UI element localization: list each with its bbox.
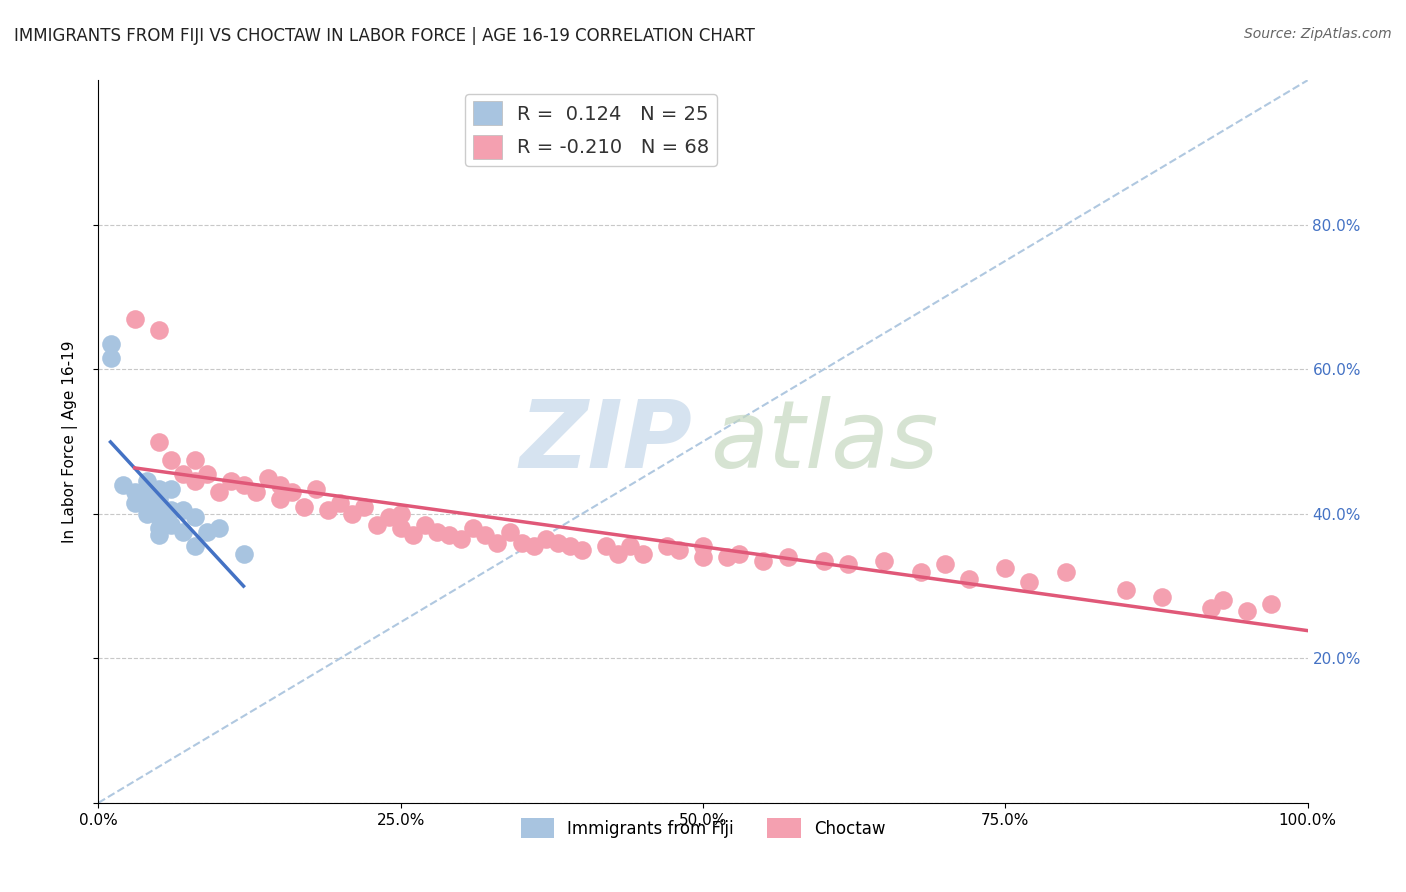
Point — [135, 507, 157, 521]
Point — [208, 521, 231, 535]
Point — [148, 482, 170, 496]
Point — [498, 524, 520, 539]
Point — [486, 535, 509, 549]
Point — [160, 517, 183, 532]
Point — [232, 547, 254, 561]
Point — [776, 550, 799, 565]
Point — [813, 554, 835, 568]
Point — [1018, 575, 1040, 590]
Point — [172, 524, 194, 539]
Point — [655, 539, 678, 553]
Point — [135, 485, 157, 500]
Point — [366, 517, 388, 532]
Point — [837, 558, 859, 572]
Point — [124, 496, 146, 510]
Point — [135, 496, 157, 510]
Point — [269, 478, 291, 492]
Point — [148, 492, 170, 507]
Point — [172, 503, 194, 517]
Point — [547, 535, 569, 549]
Point — [510, 535, 533, 549]
Point — [377, 510, 399, 524]
Point — [195, 467, 218, 481]
Point — [716, 550, 738, 565]
Point — [426, 524, 449, 539]
Point — [329, 496, 352, 510]
Point — [148, 500, 170, 514]
Y-axis label: In Labor Force | Age 16-19: In Labor Force | Age 16-19 — [62, 340, 77, 543]
Point — [160, 482, 183, 496]
Point — [910, 565, 932, 579]
Point — [692, 550, 714, 565]
Point — [994, 561, 1017, 575]
Point — [389, 507, 412, 521]
Legend: Immigrants from Fiji, Choctaw: Immigrants from Fiji, Choctaw — [515, 812, 891, 845]
Point — [124, 485, 146, 500]
Point — [281, 485, 304, 500]
Point — [619, 539, 641, 553]
Point — [873, 554, 896, 568]
Point — [160, 452, 183, 467]
Point — [184, 510, 207, 524]
Point — [1152, 590, 1174, 604]
Point — [305, 482, 328, 496]
Point — [523, 539, 546, 553]
Point — [184, 452, 207, 467]
Point — [292, 500, 315, 514]
Point — [1199, 600, 1222, 615]
Point — [148, 434, 170, 449]
Point — [148, 510, 170, 524]
Point — [934, 558, 956, 572]
Point — [111, 478, 134, 492]
Point — [269, 492, 291, 507]
Point — [607, 547, 630, 561]
Point — [172, 467, 194, 481]
Text: IMMIGRANTS FROM FIJI VS CHOCTAW IN LABOR FORCE | AGE 16-19 CORRELATION CHART: IMMIGRANTS FROM FIJI VS CHOCTAW IN LABOR… — [14, 27, 755, 45]
Point — [184, 539, 207, 553]
Point — [1115, 582, 1137, 597]
Point — [148, 528, 170, 542]
Point — [402, 528, 425, 542]
Text: ZIP: ZIP — [520, 395, 693, 488]
Point — [342, 507, 364, 521]
Point — [316, 503, 339, 517]
Point — [1260, 597, 1282, 611]
Point — [1054, 565, 1077, 579]
Point — [413, 517, 436, 532]
Text: atlas: atlas — [710, 396, 938, 487]
Point — [389, 521, 412, 535]
Point — [558, 539, 581, 553]
Point — [534, 532, 557, 546]
Point — [450, 532, 472, 546]
Point — [124, 311, 146, 326]
Point — [571, 542, 593, 557]
Point — [100, 351, 122, 366]
Point — [728, 547, 751, 561]
Point — [1236, 604, 1258, 618]
Point — [353, 500, 375, 514]
Point — [668, 542, 690, 557]
Text: Source: ZipAtlas.com: Source: ZipAtlas.com — [1244, 27, 1392, 41]
Point — [100, 337, 122, 351]
Point — [437, 528, 460, 542]
Point — [195, 524, 218, 539]
Point — [148, 322, 170, 336]
Point — [1212, 593, 1234, 607]
Point — [595, 539, 617, 553]
Point — [208, 485, 231, 500]
Point — [245, 485, 267, 500]
Point — [148, 521, 170, 535]
Point — [232, 478, 254, 492]
Point — [160, 503, 183, 517]
Point — [957, 572, 980, 586]
Point — [184, 475, 207, 489]
Point — [692, 539, 714, 553]
Point — [221, 475, 243, 489]
Point — [256, 470, 278, 484]
Point — [752, 554, 775, 568]
Point — [463, 521, 485, 535]
Point — [474, 528, 496, 542]
Point — [631, 547, 654, 561]
Point — [135, 475, 157, 489]
